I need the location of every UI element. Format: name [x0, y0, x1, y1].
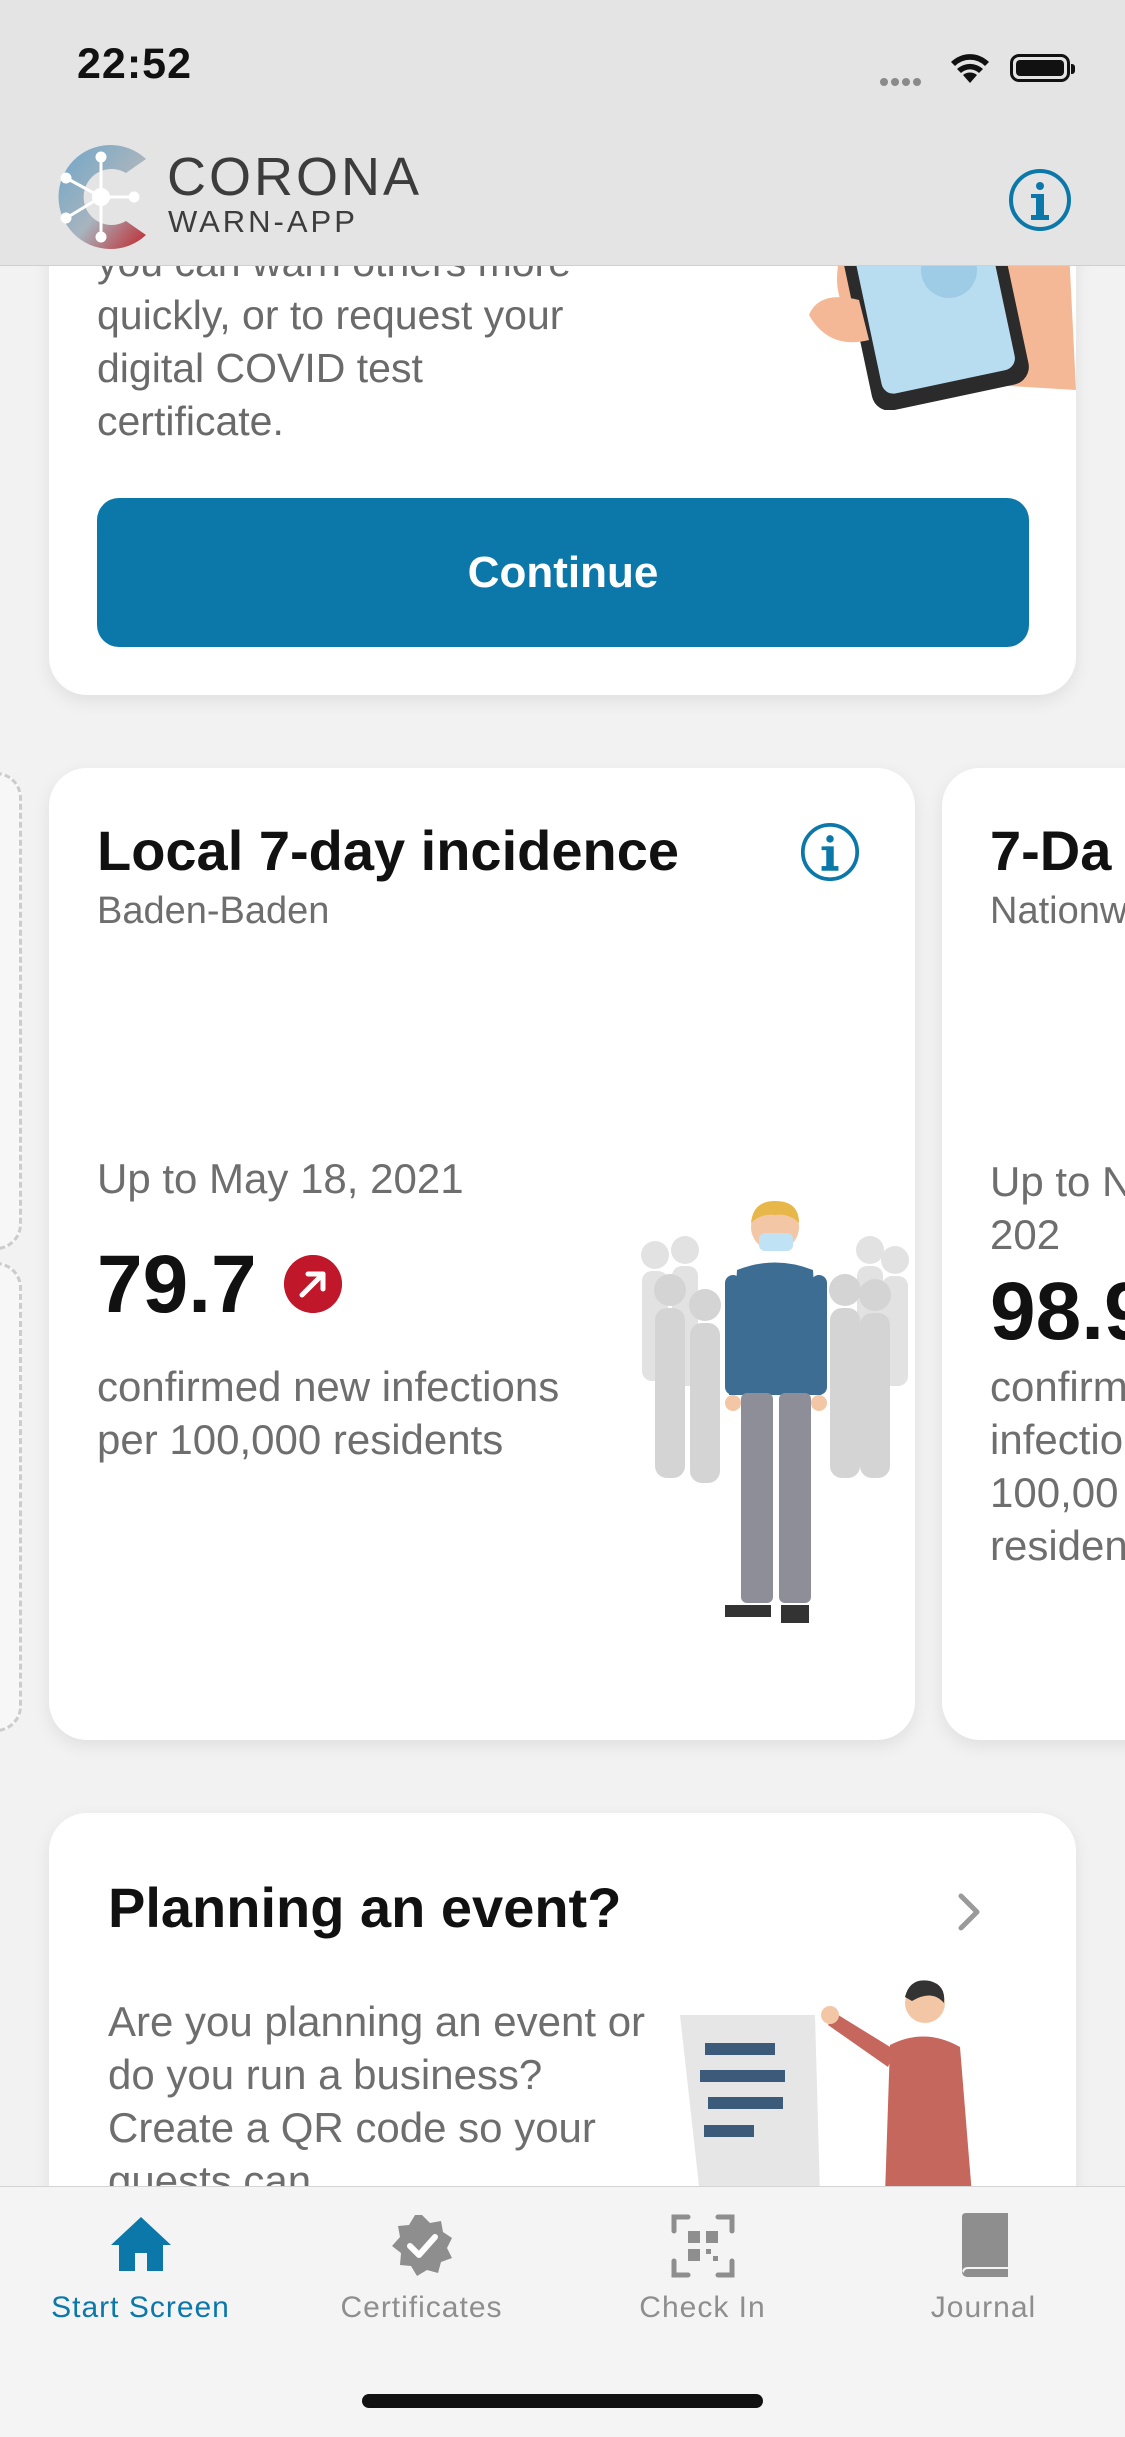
- journal-icon: [961, 2213, 1008, 2277]
- continue-button[interactable]: Continue: [97, 498, 1029, 647]
- tab-label: Certificates: [340, 2291, 503, 2324]
- corona-warn-app-logo: [58, 145, 146, 249]
- brand-title: CORONA: [167, 147, 423, 207]
- incidence-title: 7-Da: [990, 819, 1112, 882]
- text-line: quickly, or to request your: [97, 292, 564, 338]
- incidence-value: 79.7: [97, 1239, 257, 1330]
- tab-check-in[interactable]: Check In: [562, 2187, 843, 2357]
- masked-person-crowd-illustration: [641, 1201, 909, 1623]
- incidence-description: confirm infectio 100,00 residen: [990, 1363, 1125, 1569]
- previous-card-edge: [0, 772, 22, 1250]
- incidence-location: Baden-Baden: [97, 890, 330, 932]
- tab-label: Check In: [639, 2291, 766, 2324]
- certificate-icon: [391, 2215, 452, 2276]
- incidence-date: Up to N 8, 202: [990, 1158, 1125, 1258]
- incidence-value: 98.9: [990, 1266, 1125, 1357]
- text-line: digital COVID test: [97, 345, 423, 391]
- event-host-illustration: [680, 1980, 972, 2195]
- incidence-date: Up to May 18, 2021: [97, 1155, 464, 1202]
- home-icon: [110, 2217, 171, 2271]
- previous-card-edge: [0, 1262, 22, 1732]
- nationwide-incidence-card[interactable]: [942, 768, 1125, 1740]
- trend-up-icon: [284, 1255, 342, 1313]
- incidence-location: Nationw: [990, 890, 1125, 932]
- battery-icon: [1010, 54, 1075, 82]
- app-header: 22:52 CORONA WARN-APP: [0, 0, 1125, 266]
- event-card-title: Planning an event?: [108, 1876, 622, 1939]
- brand-subtitle: WARN-APP: [168, 204, 358, 239]
- wifi-icon: [951, 54, 989, 83]
- cellular-signal-icon: [880, 73, 924, 91]
- home-indicator[interactable]: [362, 2394, 763, 2408]
- tab-start-screen[interactable]: Start Screen: [0, 2187, 281, 2357]
- tab-certificates[interactable]: Certificates: [281, 2187, 562, 2357]
- incidence-title: Local 7-day incidence: [97, 819, 679, 882]
- card-body-text: you can warn others more quickly, or to …: [97, 236, 657, 448]
- tab-label: Journal: [930, 2291, 1037, 2324]
- info-icon[interactable]: [1008, 168, 1072, 232]
- incidence-description: confirmed new infections per 100,000 res…: [97, 1363, 560, 1463]
- chevron-right-icon[interactable]: [955, 1890, 985, 1934]
- event-card-text: Are you planning an event or do you run …: [108, 1998, 646, 2204]
- text-line: certificate.: [97, 398, 284, 444]
- qr-scan-icon: [671, 2214, 734, 2278]
- tab-label: Start Screen: [51, 2291, 230, 2324]
- status-time: 22:52: [77, 40, 192, 88]
- tab-bar: Start Screen Certificates Check In Jour: [0, 2186, 1125, 2437]
- tab-journal[interactable]: Journal: [843, 2187, 1124, 2357]
- info-icon[interactable]: [800, 822, 860, 882]
